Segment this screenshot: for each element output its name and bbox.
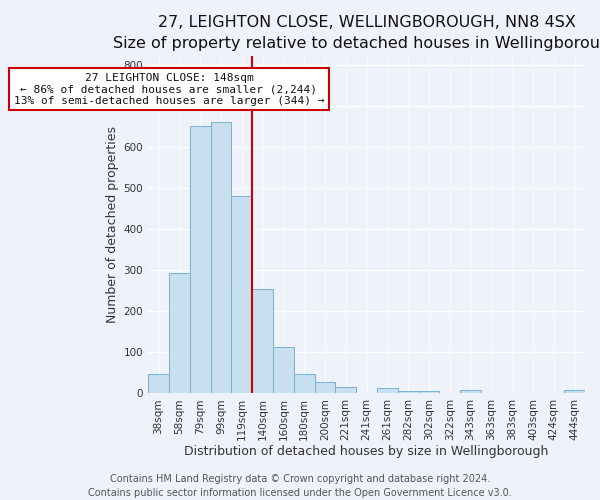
Bar	[252, 289, 273, 394]
Bar	[294, 374, 314, 394]
Bar	[377, 388, 398, 394]
Bar	[314, 382, 335, 394]
Y-axis label: Number of detached properties: Number of detached properties	[106, 126, 119, 324]
Bar	[460, 390, 481, 394]
Bar	[419, 392, 439, 394]
Title: 27, LEIGHTON CLOSE, WELLINGBOROUGH, NN8 4SX
Size of property relative to detache: 27, LEIGHTON CLOSE, WELLINGBOROUGH, NN8 …	[113, 15, 600, 51]
Text: 27 LEIGHTON CLOSE: 148sqm
← 86% of detached houses are smaller (2,244)
13% of se: 27 LEIGHTON CLOSE: 148sqm ← 86% of detac…	[14, 73, 324, 106]
Bar	[148, 374, 169, 394]
Bar	[190, 126, 211, 394]
Bar	[335, 387, 356, 394]
Bar	[398, 392, 419, 394]
Bar	[169, 273, 190, 394]
Text: Contains HM Land Registry data © Crown copyright and database right 2024.
Contai: Contains HM Land Registry data © Crown c…	[88, 474, 512, 498]
Bar	[232, 196, 252, 394]
Bar	[273, 347, 294, 394]
X-axis label: Distribution of detached houses by size in Wellingborough: Distribution of detached houses by size …	[184, 444, 549, 458]
Bar	[211, 122, 232, 394]
Bar	[564, 390, 585, 394]
